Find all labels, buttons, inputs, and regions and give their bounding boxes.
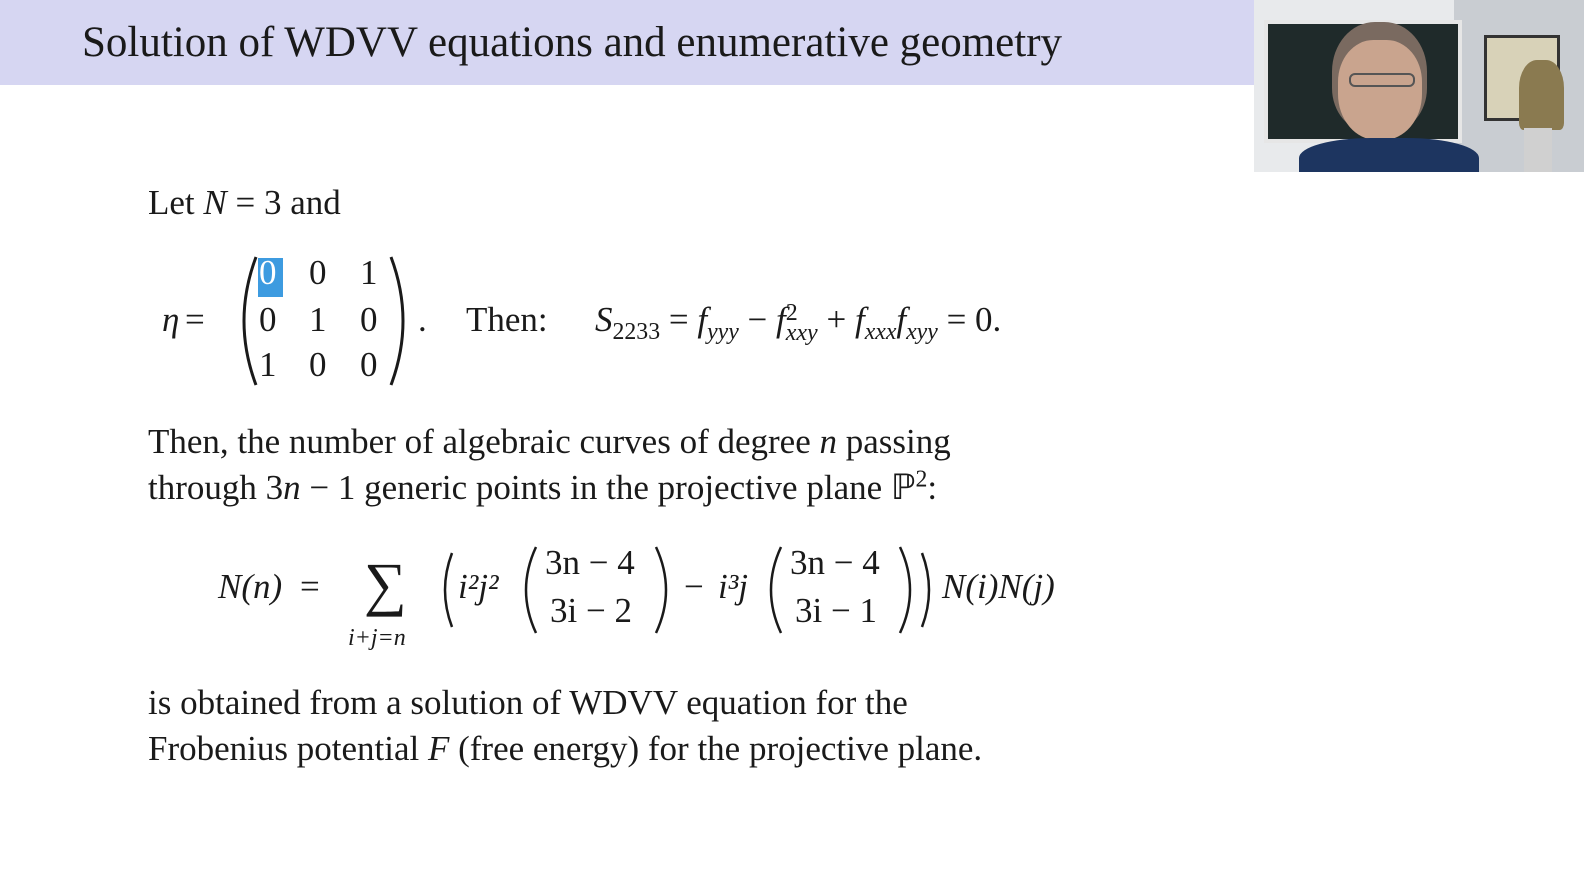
text: Then, the number of algebraic curves of …	[148, 422, 820, 461]
math: F	[427, 729, 450, 768]
matrix-entry: 0	[360, 300, 378, 339]
text: through 3	[148, 468, 284, 507]
formula-equals: =	[300, 567, 320, 606]
math: 2233	[612, 319, 661, 345]
text: Let	[148, 183, 195, 222]
slide-title: Solution of WDVV equations and enumerati…	[82, 19, 1063, 66]
slide-title-bar: Solution of WDVV equations and enumerati…	[0, 0, 1254, 85]
matrix-entry: 0	[309, 345, 327, 384]
text: = 3 and	[226, 183, 341, 222]
math: S	[595, 300, 613, 339]
matrix-entry: 0	[309, 253, 327, 292]
binom2-top: 3n − 4	[790, 543, 880, 582]
math: f	[854, 300, 865, 339]
formula-minus: −	[684, 567, 704, 606]
math-var: N	[203, 183, 227, 222]
text: Frobenius potential	[148, 729, 428, 768]
math: n	[819, 422, 838, 461]
matrix-parentheses	[242, 256, 405, 386]
term-i2j2: i²j²	[458, 567, 499, 606]
then-label: Then:	[466, 300, 548, 339]
paragraph1-line2: through 3n − 1 generic points in the pro…	[148, 466, 938, 508]
formula-tail: N(i)N(j)	[942, 567, 1055, 606]
text: passing	[837, 422, 951, 461]
eta-symbol: η	[162, 300, 180, 339]
math: 2	[785, 299, 798, 326]
math: xxy	[785, 319, 818, 346]
formula-lhs: N(n)	[218, 567, 283, 606]
equals: =	[185, 300, 205, 339]
math: f	[896, 300, 907, 339]
math: −	[738, 300, 777, 339]
matrix-entry: 1	[309, 300, 327, 339]
paragraph1-line1: Then, the number of algebraic curves of …	[148, 422, 951, 462]
binom1-bottom: 3i − 2	[550, 591, 632, 630]
text: (free energy) for the projective plane.	[449, 729, 983, 768]
math: xyy	[906, 319, 938, 345]
sum-symbol: ∑	[364, 551, 407, 617]
math: 2	[915, 466, 928, 493]
text: :	[927, 468, 938, 507]
sum-subscript: i+j=n	[348, 625, 406, 651]
binom1-top: 3n − 4	[545, 543, 635, 582]
formula-parentheses	[443, 546, 931, 634]
text-selection-highlight	[258, 258, 283, 297]
text: − 1 generic points in the projective pla…	[300, 468, 916, 507]
math: f	[776, 300, 786, 339]
binom2-bottom: 3i − 1	[795, 591, 877, 630]
math: f	[697, 300, 708, 339]
matrix-entry: 0	[259, 300, 277, 339]
math: xxx	[864, 319, 897, 345]
presenter-webcam	[1254, 0, 1584, 172]
matrix-entry: 0	[360, 345, 378, 384]
math: n	[283, 468, 301, 507]
intro-line: Let N = 3 and	[148, 183, 341, 223]
period: .	[418, 300, 427, 339]
math: yyy	[707, 319, 739, 345]
paragraph2-line2: Frobenius potential F (free energy) for …	[148, 729, 982, 769]
term-i3j: i³j	[718, 567, 748, 606]
paragraph2-line1: is obtained from a solution of WDVV equa…	[148, 683, 908, 722]
matrix-entry: 1	[360, 253, 378, 292]
math: +	[817, 300, 855, 339]
matrix-entry: 0	[259, 253, 277, 292]
wdvv-equation: S2233 = fyyy − f 2 xxy + fxxxfxyy = 0.	[595, 299, 1002, 346]
math: =	[660, 300, 698, 339]
math: = 0.	[937, 300, 1002, 339]
matrix-entry: 1	[259, 345, 277, 384]
